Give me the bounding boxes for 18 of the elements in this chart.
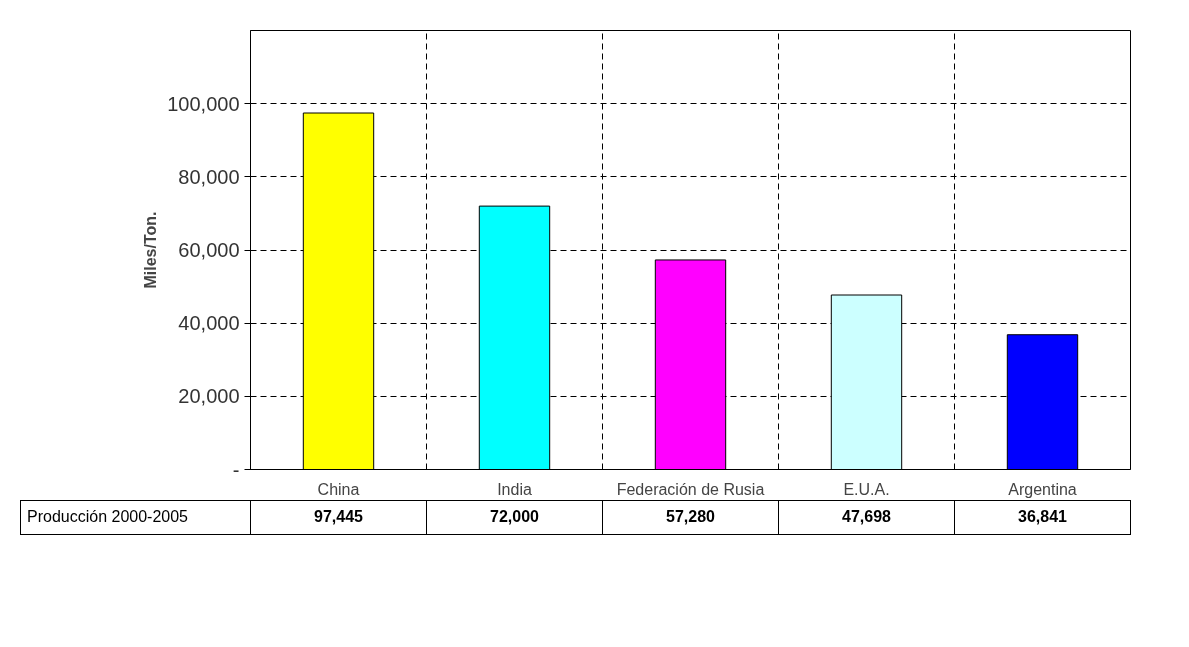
y-tick-label: 60,000 [178,239,240,261]
y-axis-title: Miles/Ton. [142,211,160,289]
x-tick-label: E.U.A. [843,480,890,498]
x-tick-label: Federación de Rusia [616,480,765,498]
data-label: 97,445 [250,500,427,535]
y-tick-label: - [232,458,240,481]
text: Producción 2000-2005 [20,500,251,535]
y-tick-label: 100,000 [167,92,240,115]
y-tick-label: 80,000 [178,165,240,188]
y-tick-label: 20,000 [178,385,240,408]
x-tick-label: Argentina [1008,480,1077,498]
x-tick-label: India [497,480,532,498]
x-tick-label: China [317,480,360,498]
data-label: 72,000 [426,500,603,535]
data-label: 36,841 [954,500,1131,535]
y-tick-label: 40,000 [178,312,240,335]
data-label: 47,698 [778,500,955,535]
data-label: 57,280 [602,500,779,535]
